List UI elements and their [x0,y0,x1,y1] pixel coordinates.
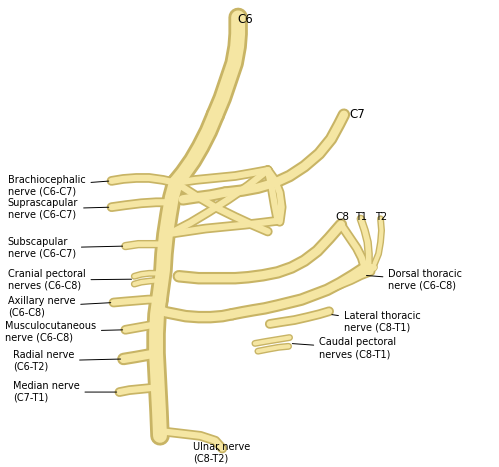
Text: Cranial pectoral
nerves (C6-C8): Cranial pectoral nerves (C6-C8) [7,269,132,291]
Text: Caudal pectoral
nerves (C8-T1): Caudal pectoral nerves (C8-T1) [292,338,396,359]
Text: C6: C6 [237,13,253,26]
Text: C7: C7 [349,108,365,121]
Text: Brachiocephalic
nerve (C6-C7): Brachiocephalic nerve (C6-C7) [7,175,109,197]
Text: Musculocutaneous
nerve (C6-C8): Musculocutaneous nerve (C6-C8) [5,321,123,342]
Text: T1: T1 [355,212,367,222]
Text: Axillary nerve
(C6-C8): Axillary nerve (C6-C8) [7,296,111,317]
Text: T2: T2 [375,212,387,222]
Text: Suprascapular
nerve (C6-C7): Suprascapular nerve (C6-C7) [7,198,109,220]
Text: Radial nerve
(C6-T2): Radial nerve (C6-T2) [12,350,121,372]
Text: Subscapular
nerve (C6-C7): Subscapular nerve (C6-C7) [7,237,123,259]
Text: Ulnar nerve
(C8-T2): Ulnar nerve (C8-T2) [193,442,250,463]
Text: Dorsal thoracic
nerve (C6-C8): Dorsal thoracic nerve (C6-C8) [366,269,463,291]
Text: C8: C8 [335,212,349,222]
Text: Median nerve
(C7-T1): Median nerve (C7-T1) [12,381,117,403]
Text: Lateral thoracic
nerve (C8-T1): Lateral thoracic nerve (C8-T1) [332,311,421,333]
